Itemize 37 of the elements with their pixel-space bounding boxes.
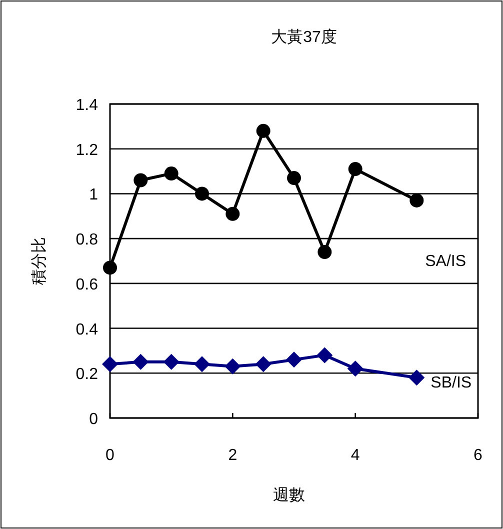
y-tick-label: 0.6 xyxy=(76,276,98,294)
x-tick-label: 6 xyxy=(474,447,483,464)
point xyxy=(408,370,425,386)
point xyxy=(316,347,333,364)
y-axis-title: 積分比 xyxy=(30,237,48,285)
point xyxy=(318,245,332,260)
chart-title: 大黃37度 xyxy=(271,28,337,46)
series-label: SB/IS xyxy=(430,374,472,392)
point xyxy=(224,358,241,374)
point xyxy=(134,173,148,188)
point xyxy=(194,356,210,372)
y-tick-label: 0 xyxy=(89,411,98,428)
x-tick-label: 2 xyxy=(228,447,238,464)
point xyxy=(195,186,209,201)
point xyxy=(103,260,117,275)
y-tick-label: 0.2 xyxy=(76,366,98,384)
point xyxy=(347,360,364,377)
y-tick-label: 0.8 xyxy=(76,232,98,249)
y-tick-label: 1.4 xyxy=(76,97,98,114)
text: SA/IS xyxy=(425,253,466,270)
x-tick-label: 4 xyxy=(350,447,360,464)
y-tick-label: 0.4 xyxy=(76,321,98,338)
point xyxy=(348,162,362,176)
point xyxy=(410,193,424,208)
y-tick-label: 1 xyxy=(89,186,98,204)
point xyxy=(226,206,240,221)
point xyxy=(102,356,118,372)
point xyxy=(164,166,178,181)
point xyxy=(286,352,302,368)
y-tick-label: 1.2 xyxy=(76,142,98,159)
point xyxy=(256,124,270,138)
point xyxy=(163,354,180,370)
point xyxy=(255,356,272,372)
x-tick-label: 0 xyxy=(106,447,115,464)
x-axis-title: 週數 xyxy=(273,487,305,504)
point xyxy=(287,171,301,186)
point xyxy=(132,354,149,370)
